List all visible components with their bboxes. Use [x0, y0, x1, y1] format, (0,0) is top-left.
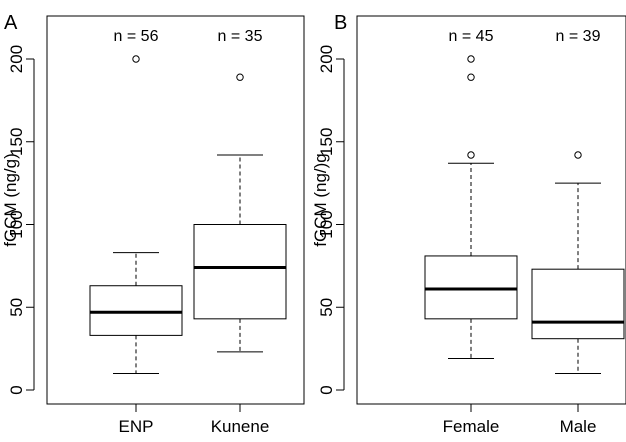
x-category-label: Female [443, 417, 500, 436]
sample-size-label: n = 35 [218, 28, 263, 45]
y-tick-label: 50 [317, 298, 336, 317]
iqr-box [193, 224, 287, 320]
outlier-point [236, 73, 244, 81]
iqr-box [89, 285, 183, 336]
sample-size-label: n = 39 [556, 28, 601, 45]
iqr-box [424, 255, 518, 320]
y-tick-label: 0 [317, 385, 336, 394]
x-category-label: Kunene [211, 417, 270, 436]
chart-panel-a: A 0 50 100 150 200 fGCM (ng/g) ENP Kunene n = 56 n… [1, 12, 305, 436]
outlier-point [467, 151, 475, 159]
y-tick-label: 100 [317, 210, 336, 238]
sample-size-label: n = 56 [114, 28, 159, 45]
box-enp [89, 55, 183, 374]
iqr-box [531, 268, 625, 340]
x-category-label: ENP [119, 417, 154, 436]
panel-label: A [4, 12, 18, 34]
sample-size-label: n = 45 [449, 28, 494, 45]
y-tick-label: 50 [7, 298, 26, 317]
panel-label: B [334, 12, 347, 34]
plot-frame [46, 15, 305, 405]
x-category-label: Male [560, 417, 597, 436]
y-tick-label: 0 [7, 385, 26, 394]
plot-frame [356, 15, 626, 405]
outlier-point [467, 55, 475, 63]
y-tick-label: 150 [317, 128, 336, 156]
y-tick-label: 100 [7, 210, 26, 238]
y-axis-title: fGCM (ng/)g [311, 153, 330, 247]
outlier-point [574, 151, 582, 159]
y-tick-label: 150 [7, 128, 26, 156]
box-female [424, 55, 518, 360]
chart-panel-b: B 0 50 100 150 200 fGCM (ng/)g Female Male n = 45… [311, 12, 626, 436]
y-tick-label: 200 [7, 45, 26, 73]
box-male [531, 151, 625, 374]
outlier-point [132, 55, 140, 63]
outlier-point [467, 73, 475, 81]
box-kunene [193, 73, 287, 353]
y-tick-label: 200 [317, 45, 336, 73]
y-axis-title: fGCM (ng/g) [1, 153, 20, 247]
